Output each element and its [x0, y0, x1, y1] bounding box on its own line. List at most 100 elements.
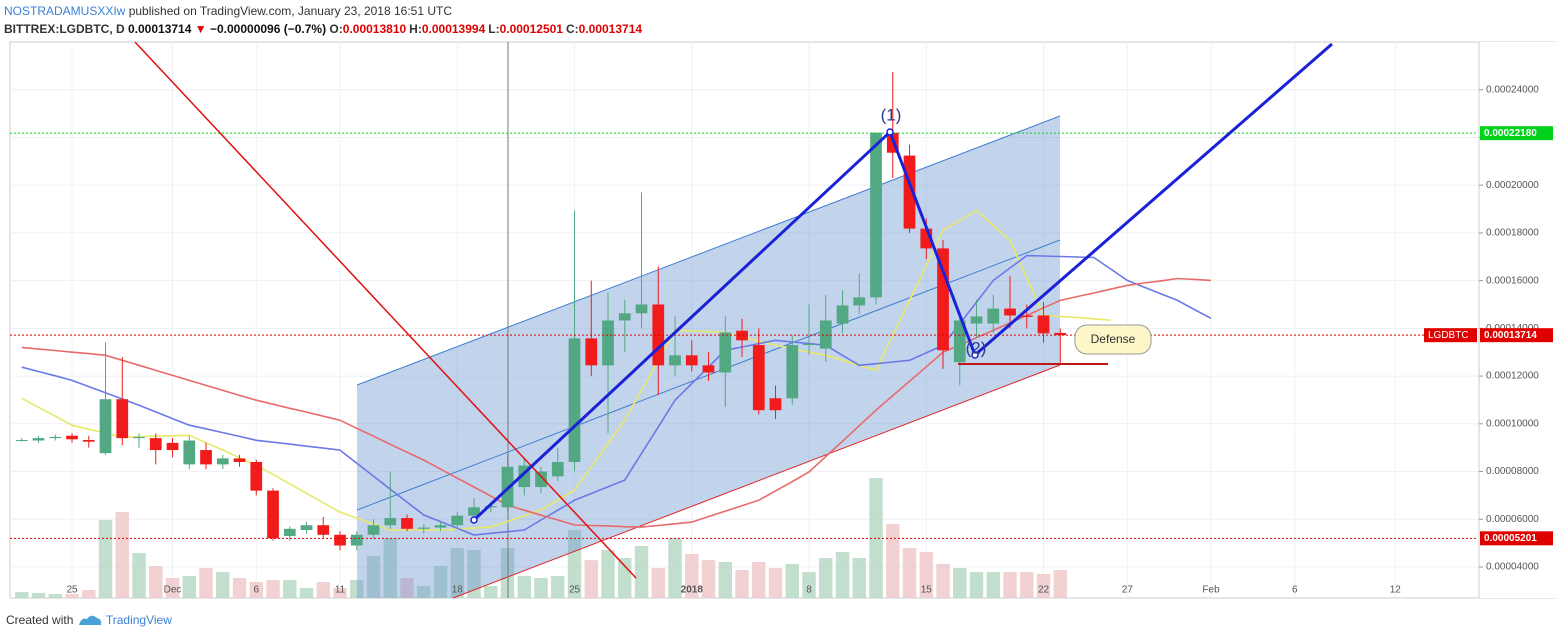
candle-body — [49, 436, 62, 439]
candle-body — [468, 507, 480, 516]
ohlc-key: C: — [565, 22, 579, 36]
arrow: ▼ — [194, 22, 207, 36]
volume-bar — [1036, 574, 1051, 598]
candle-body — [1020, 315, 1033, 317]
volume-bar — [618, 558, 632, 598]
volume-bar — [216, 572, 230, 598]
volume-bar — [417, 586, 431, 598]
volume-bar — [986, 572, 1000, 598]
candle-body — [769, 398, 782, 411]
candle-body — [937, 248, 949, 351]
volume — [15, 478, 1067, 598]
candle-body — [585, 338, 598, 366]
volume-bar — [350, 580, 364, 598]
volume-bar — [400, 578, 414, 598]
candle-body — [1054, 332, 1067, 336]
candle-body — [267, 490, 279, 539]
candle-body — [535, 471, 547, 488]
volume-bar — [551, 576, 565, 598]
volume-bar — [48, 594, 62, 598]
volume-bar — [383, 538, 397, 598]
wave-point — [971, 351, 979, 359]
candle-body — [987, 308, 1000, 324]
candle-body — [953, 320, 966, 363]
symbol-label: LGDBTC — [1428, 330, 1469, 341]
volume-bar — [82, 590, 96, 598]
candles — [10, 71, 1478, 551]
volume-bar — [651, 568, 665, 598]
down-trendline — [134, 41, 637, 579]
price-label: 0.00022180 — [1484, 128, 1537, 139]
volume-bar — [165, 578, 180, 598]
candle-body — [216, 458, 229, 465]
volume-bar — [149, 566, 163, 598]
author[interactable]: NOSTRADAMUSXXIw — [4, 4, 126, 18]
candle-body — [819, 320, 832, 349]
price-box — [1480, 531, 1553, 546]
candle-body — [853, 297, 866, 306]
volume-bar — [65, 594, 79, 598]
candle-body — [401, 518, 413, 529]
volume-bar — [953, 568, 967, 598]
candle-body — [149, 438, 162, 451]
candle-body — [66, 435, 78, 440]
candle-body — [133, 436, 145, 439]
price-box — [1480, 126, 1553, 141]
channel-top — [356, 115, 1061, 386]
volume-bar — [869, 478, 883, 598]
volume-bar — [316, 582, 330, 598]
wave-label: (2) — [966, 338, 987, 357]
candle-body — [317, 525, 330, 535]
volume-bar — [819, 558, 833, 598]
volume-bar — [98, 520, 113, 598]
x-tick-label: Dec — [164, 585, 182, 596]
ohlc-key: O: — [329, 22, 343, 36]
ohlc-value: 0.00012501 — [499, 22, 563, 36]
x-tick-label: 12 — [1390, 585, 1402, 596]
volume-bar — [283, 580, 297, 598]
candle-body — [166, 442, 179, 451]
volume-bar — [802, 572, 816, 598]
grid — [10, 42, 1478, 598]
candle-body — [484, 506, 497, 508]
change: −0.00000096 (−0.7%) — [209, 22, 327, 36]
volume-bar — [701, 560, 716, 598]
volume-bar — [601, 550, 615, 598]
candle-body — [551, 461, 564, 477]
candle-body — [15, 440, 28, 442]
wave-line — [472, 42, 1333, 522]
volume-bar — [115, 512, 129, 598]
candle-body — [200, 450, 212, 465]
volume-bar — [634, 546, 649, 598]
candle-body — [283, 528, 296, 536]
x-tick-label: 6 — [1292, 585, 1298, 596]
candle-body — [870, 132, 882, 298]
volume-bar — [1053, 570, 1067, 598]
volume-bar — [969, 572, 984, 598]
candle-body — [702, 365, 715, 373]
volume-bar — [199, 568, 213, 598]
candle-body — [635, 304, 648, 314]
x-tick-label: Feb — [1202, 585, 1220, 596]
candle-body — [568, 338, 581, 462]
brand[interactable]: TradingView — [105, 613, 172, 627]
callout-text: Defense — [1091, 332, 1136, 346]
candle-body — [350, 534, 363, 546]
candle-body — [786, 345, 799, 399]
volume-bar — [484, 586, 498, 598]
ohlc-key: L: — [488, 22, 500, 36]
x-tick-label: 11 — [335, 585, 346, 596]
x-tick-label: 2018 — [681, 585, 704, 596]
moving-average — [21, 254, 1212, 536]
volume-bar — [366, 556, 381, 598]
price-box — [1480, 328, 1553, 343]
volume-bar — [685, 554, 699, 598]
volume-bar — [249, 582, 263, 598]
candle-body — [32, 438, 45, 441]
volume-bar — [735, 570, 749, 598]
volume-bar — [567, 530, 582, 598]
x-tick-label: 18 — [452, 585, 464, 596]
ohlc-value: 0.00013810 — [342, 22, 407, 36]
volume-bar — [718, 562, 732, 598]
